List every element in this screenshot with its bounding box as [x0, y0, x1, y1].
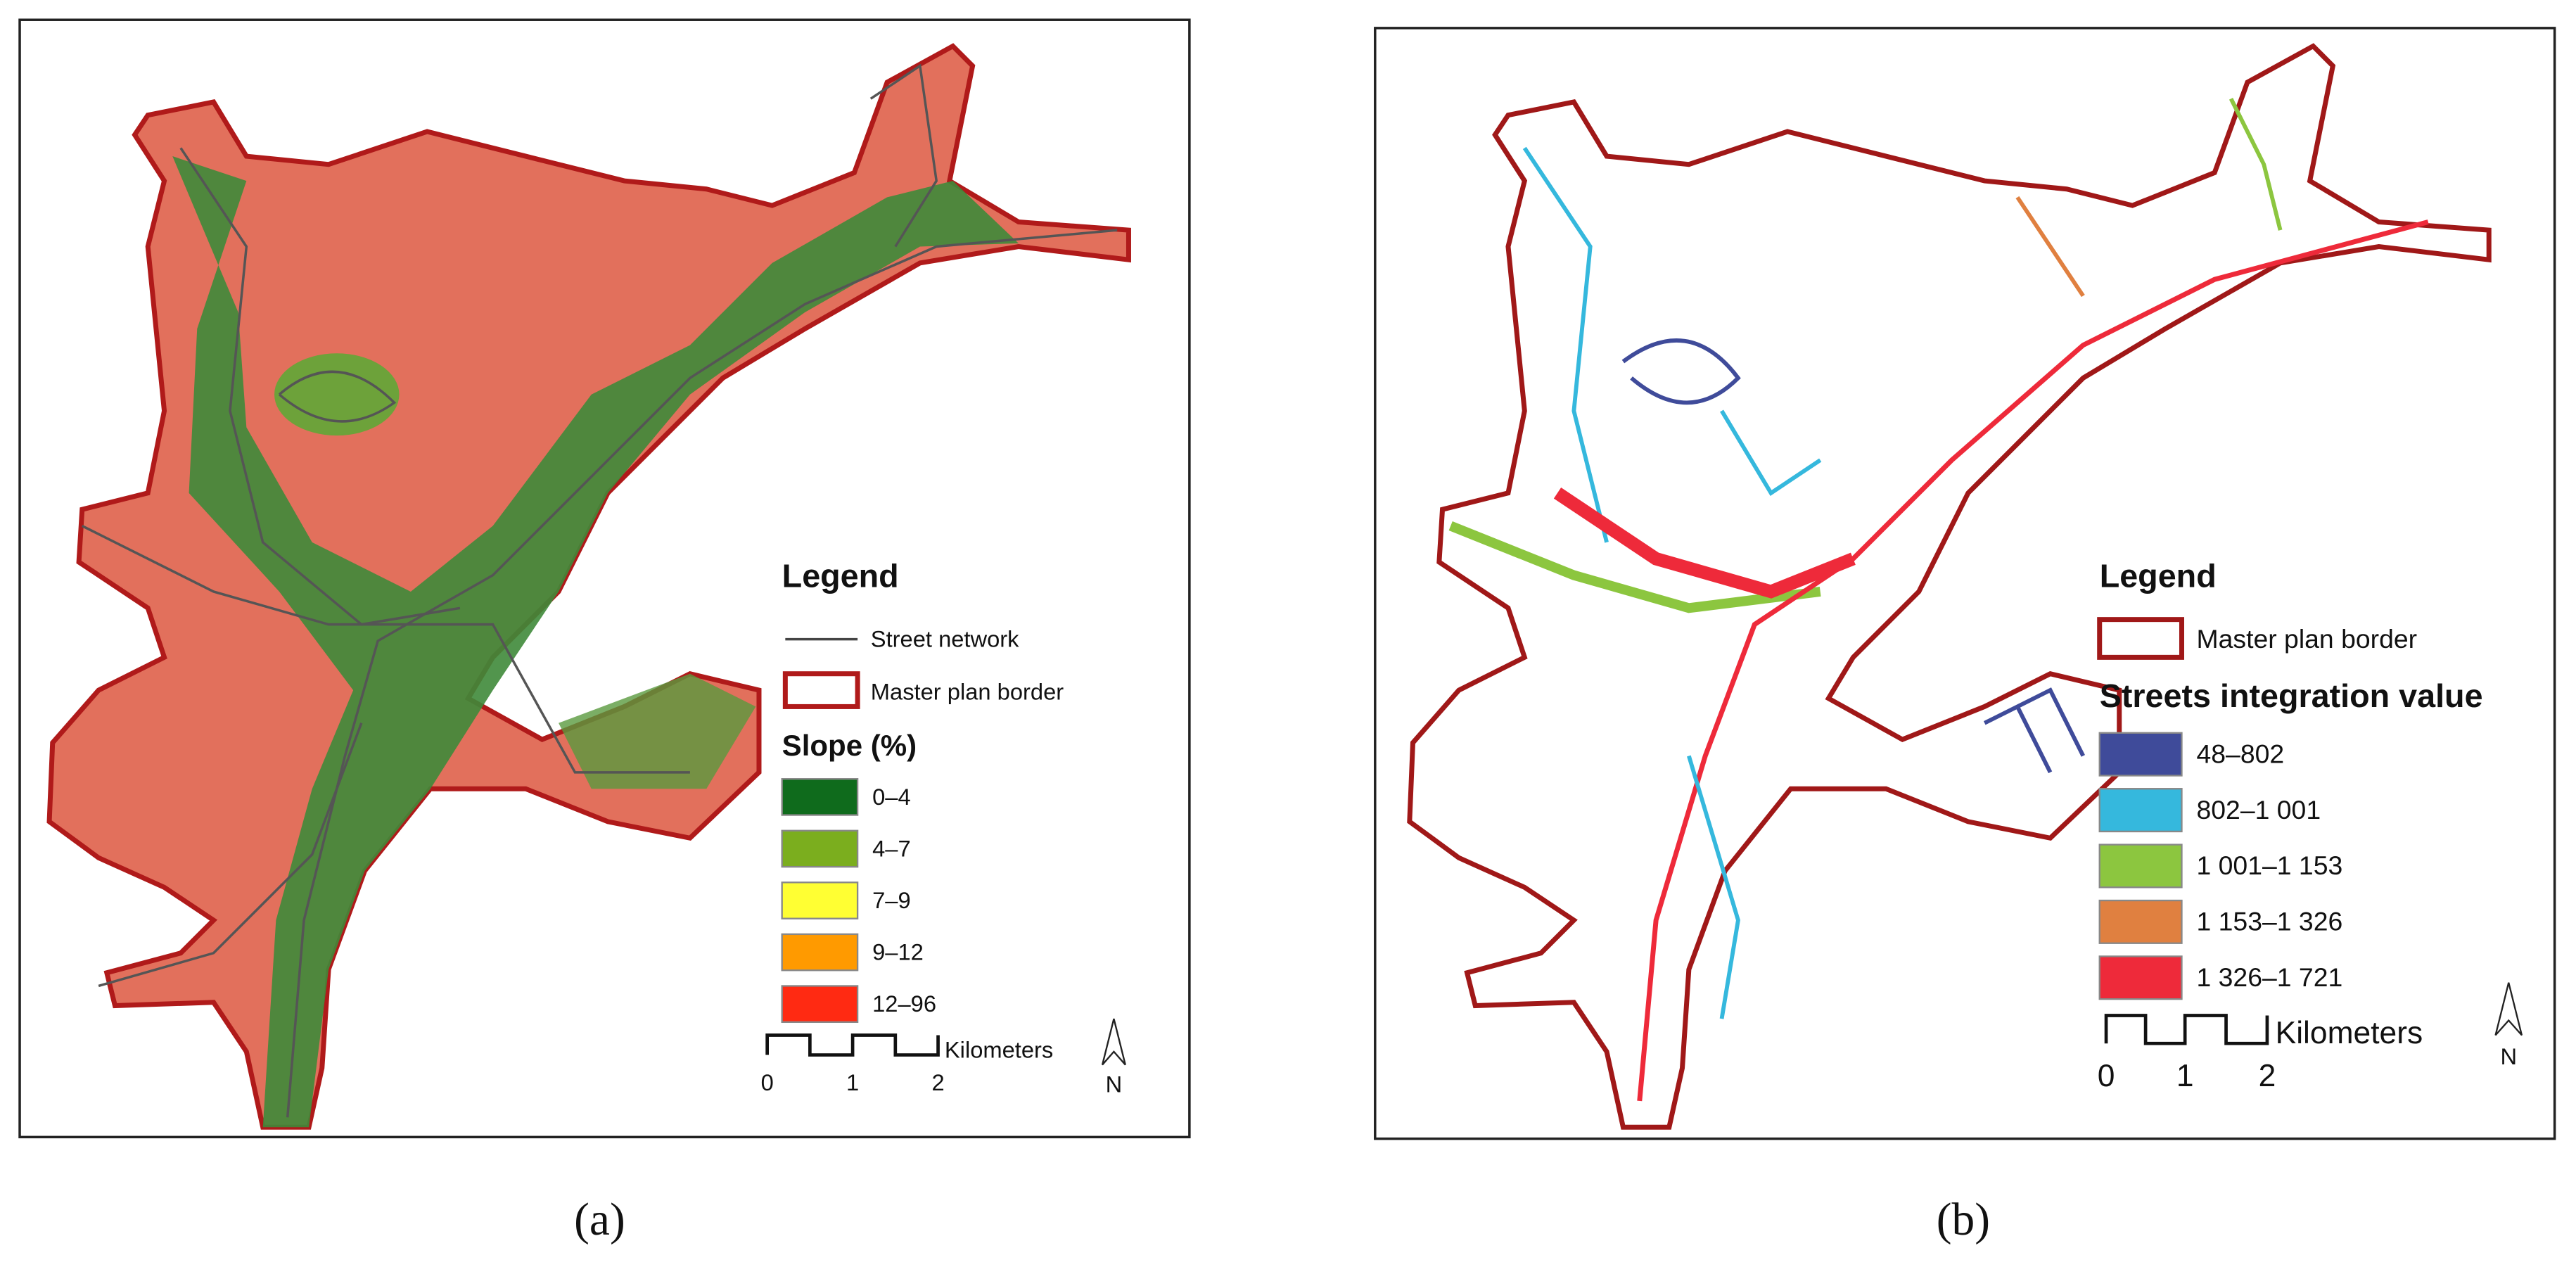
legend-swatch	[2098, 955, 2183, 1000]
scale-bar	[2104, 1014, 2269, 1045]
legend-swatch	[781, 985, 859, 1024]
north-arrow	[2494, 982, 2523, 1036]
legend-label: 1 153–1 326	[2197, 907, 2343, 936]
green-zone	[559, 673, 756, 789]
scale-unit: Kilometers	[2276, 1016, 2423, 1050]
legend-swatch	[2098, 899, 2183, 944]
legend-swatch	[781, 778, 859, 816]
legend-label: 1 326–1 721	[2197, 962, 2343, 992]
legend-label: 802–1 001	[2197, 795, 2321, 824]
legend-title: Legend	[2100, 558, 2217, 594]
legend-label: Street network	[871, 626, 1019, 652]
border-symbol	[2097, 617, 2184, 660]
scale-unit: Kilometers	[945, 1037, 1053, 1063]
legend-label: Master plan border	[2197, 624, 2418, 654]
legend-label: 9–12	[872, 939, 924, 965]
panel-label: (b)	[1937, 1195, 1990, 1245]
scale-tick: 0	[761, 1069, 774, 1095]
legend-label: Master plan border	[871, 678, 1064, 704]
legend-swatch	[2098, 788, 2183, 833]
scale-tick: 1	[2176, 1059, 2194, 1093]
legend-swatch	[2098, 732, 2183, 777]
street-network	[81, 63, 1118, 1118]
legend-b: Legend Master plan border Streets integr…	[2097, 558, 2523, 1093]
scale-bar	[765, 1033, 940, 1057]
legend-label: 12–96	[872, 991, 936, 1017]
legend-label: 48–802	[2197, 739, 2285, 768]
legend-label: 7–9	[872, 887, 911, 913]
scale-tick: 0	[2098, 1059, 2115, 1093]
legend-label: 0–4	[872, 784, 911, 810]
legend-subtitle: Slope (%)	[782, 729, 917, 762]
legend-swatch	[781, 829, 859, 868]
scale-tick: 1	[846, 1069, 859, 1095]
legend-swatch	[781, 881, 859, 919]
valley-zone	[172, 156, 1019, 1128]
legend-label: 4–7	[872, 835, 911, 861]
legend-a: Legend Street network Master plan border…	[761, 558, 1126, 1097]
street-integration	[1448, 98, 2429, 1102]
legend-swatch	[2098, 843, 2183, 889]
panel-label: (a)	[574, 1195, 625, 1245]
panel-b	[1374, 27, 2556, 1140]
legend-classes: 48–802 802–1 001 1 001–1 153 1 153–1 326 1 3…	[2098, 732, 2343, 1000]
north-arrow	[1101, 1018, 1126, 1066]
legend-subtitle: Streets integration value	[2100, 677, 2483, 714]
north-label: N	[1106, 1071, 1123, 1097]
legend-swatch	[781, 933, 859, 972]
legend-classes: 0–4 4–7 7–9 9–12 12–96	[781, 778, 936, 1024]
legend-title: Legend	[782, 558, 899, 594]
scale-tick: 2	[2259, 1059, 2276, 1093]
panel-a	[18, 18, 1191, 1139]
border-symbol	[782, 671, 860, 709]
legend-label: 1 001–1 153	[2197, 851, 2343, 880]
scale-tick: 2	[931, 1069, 944, 1095]
north-label: N	[2500, 1043, 2517, 1069]
green-zone	[274, 353, 400, 436]
